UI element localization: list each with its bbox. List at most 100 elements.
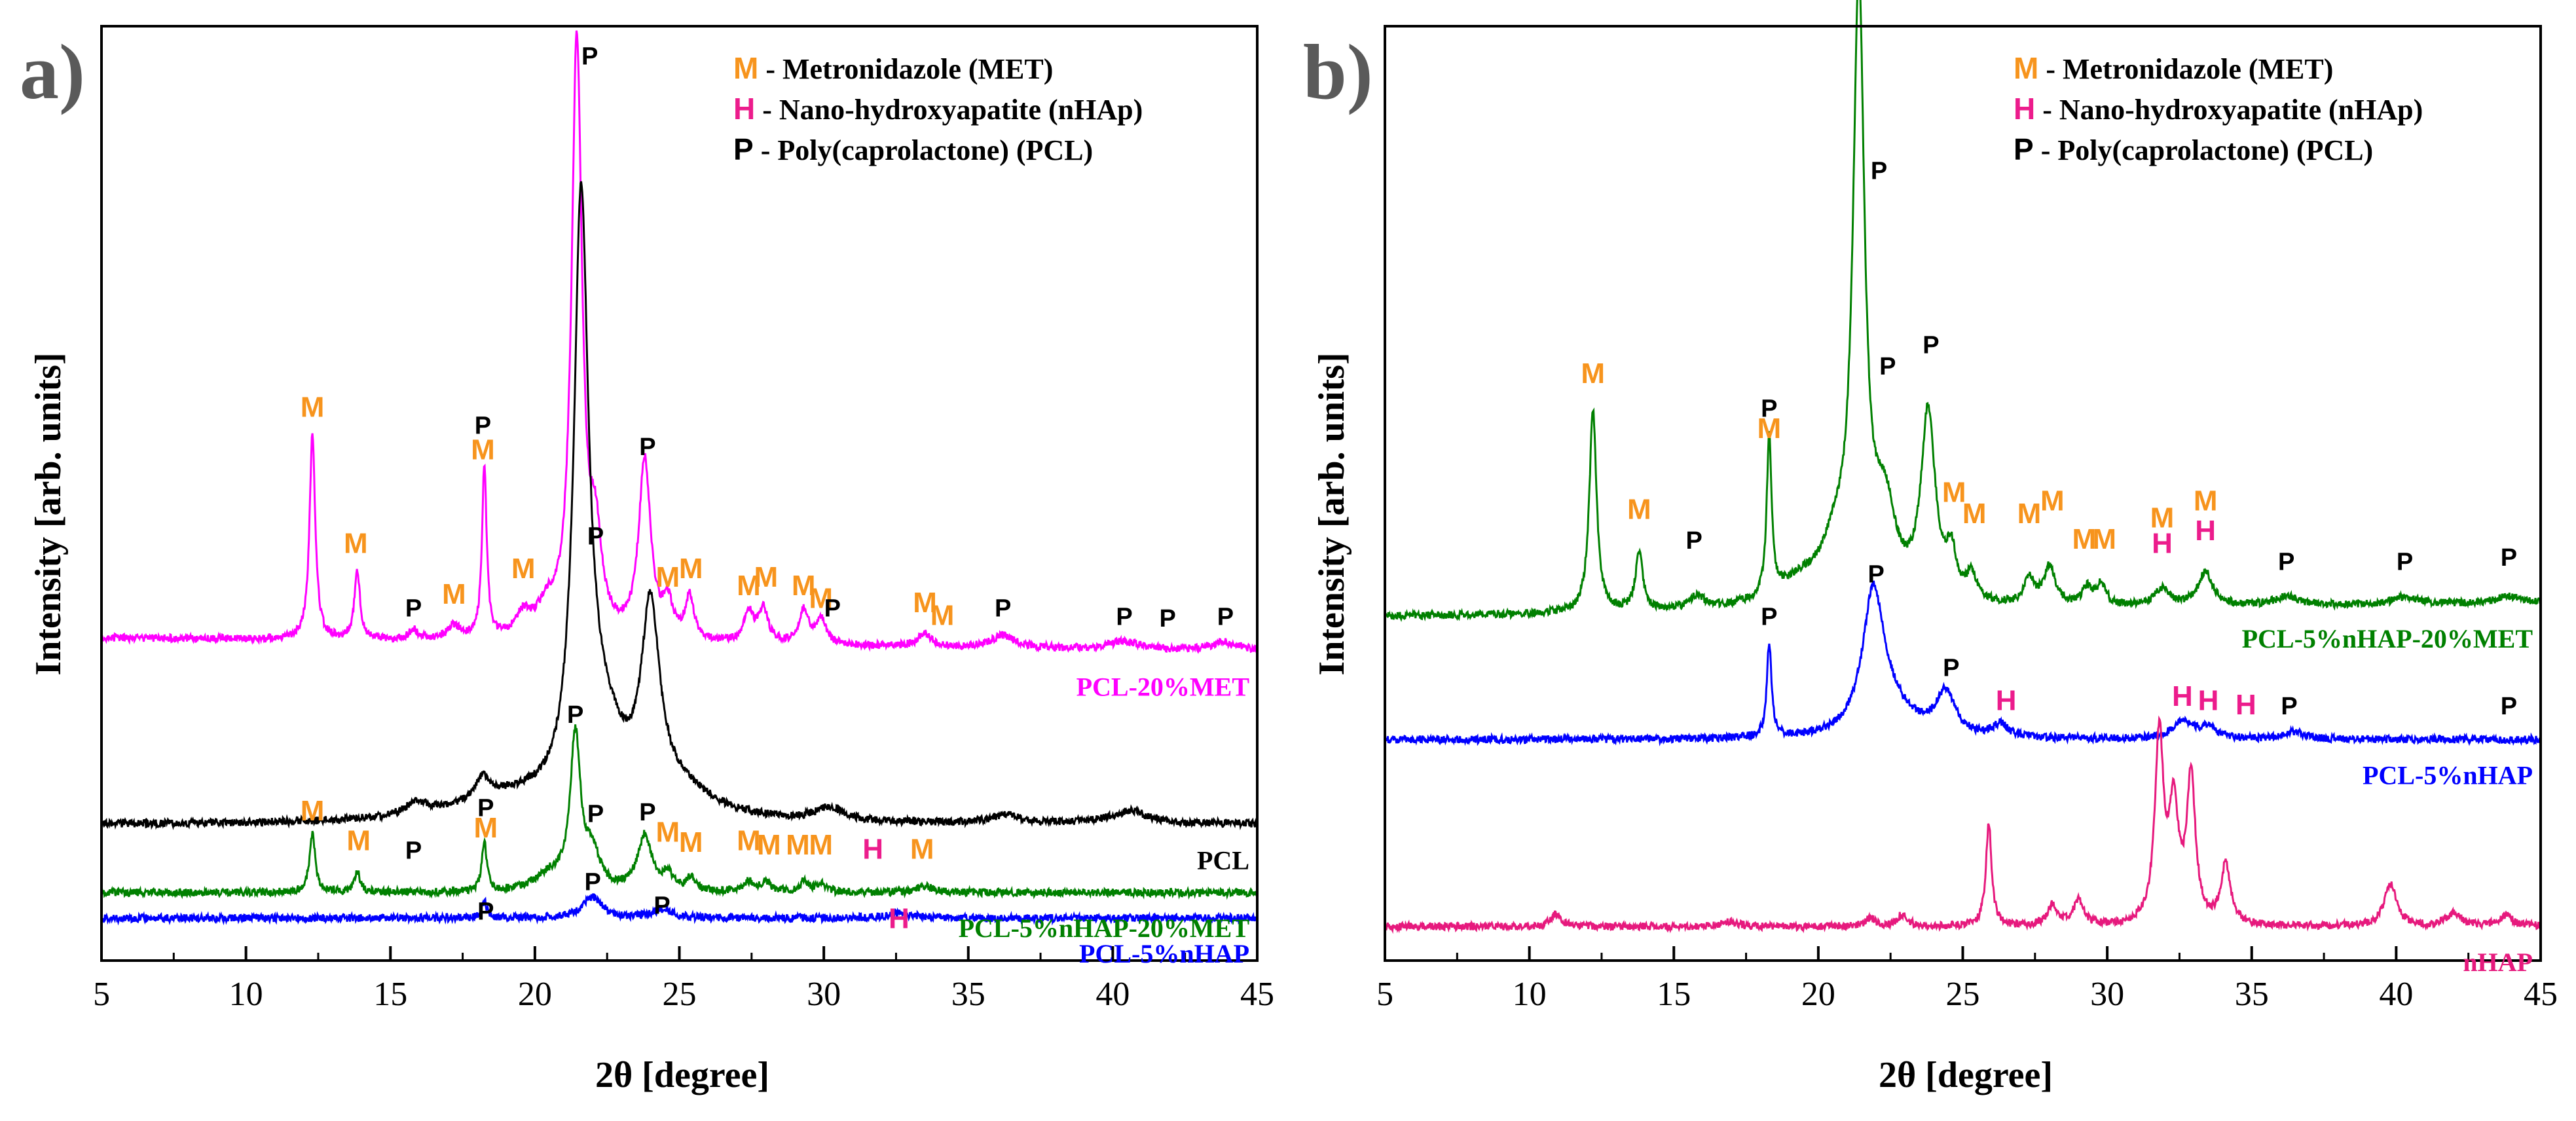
peak-label-p: P <box>587 801 604 828</box>
peak-label-m: M <box>792 570 816 602</box>
x-tick-label: 10 <box>229 976 263 1013</box>
x-tick-label: 10 <box>1513 976 1547 1013</box>
series-line-pcl-5-nhap-20-met <box>100 724 1258 900</box>
peak-label-m: M <box>737 570 761 602</box>
peak-label-m: M <box>346 824 371 856</box>
peak-label-m: M <box>1757 413 1782 445</box>
peak-label-p: P <box>639 799 655 826</box>
peak-label-m: M <box>679 826 703 858</box>
series-line-pcl-5-nhap-20-met <box>1384 0 2542 622</box>
peak-label-m: M <box>1962 498 1987 530</box>
x-tick-label: 35 <box>951 976 985 1013</box>
panel-a-xlabel: 2θ [degree] <box>595 1055 769 1095</box>
peak-label-m: M <box>1942 476 1966 508</box>
peak-label-p: P <box>587 523 604 550</box>
peak-label-m: M <box>442 578 466 610</box>
peak-label-p: P <box>2501 544 2517 572</box>
panel-b-plot: 5 10 15 20 25 30 35 40 45 PCL-5%nHAP-20%MET PCL-5%… <box>1376 0 2558 1013</box>
x-tick-label: 45 <box>1240 976 1274 1013</box>
x-tick-label: 25 <box>663 976 697 1013</box>
series-label: PCL-5%nHAP <box>2363 761 2533 790</box>
peak-label-p: P <box>405 837 422 864</box>
legend-entry: H - Nano-hydroxyapatite (nHAp) <box>2014 92 2423 126</box>
legend-entry: M - Metronidazole (MET) <box>733 51 1053 85</box>
panel-a-ylabel: Intensity [arb. units] <box>28 352 69 675</box>
legend-text: - Poly(caprolactone) (PCL) <box>754 134 1094 166</box>
peak-label-h: H <box>2236 689 2256 721</box>
peak-label-m: M <box>809 583 833 615</box>
peak-label-p: P <box>1685 527 1702 555</box>
legend-text: - Metronidazole (MET) <box>758 53 1053 85</box>
peak-label-m: M <box>1627 493 1651 525</box>
peak-label-m: M <box>809 829 833 861</box>
peak-label-m: M <box>471 434 495 466</box>
peak-label-p: P <box>1761 604 1777 631</box>
x-tick-label: 35 <box>2235 976 2269 1013</box>
peak-label-h: H <box>2195 515 2216 547</box>
x-tick-label: 30 <box>2090 976 2124 1013</box>
peak-label-p: P <box>2281 693 2297 720</box>
peak-label-p: P <box>475 413 491 440</box>
peak-label-m: M <box>2040 485 2065 517</box>
x-tick-label: 45 <box>2524 976 2558 1013</box>
peak-label-p: P <box>477 794 494 822</box>
peak-label-p: P <box>1868 561 1884 589</box>
peak-label-m: M <box>786 829 810 861</box>
legend-text: - Nano-hydroxyapatite (nHAp) <box>2035 94 2423 126</box>
peak-label-p: P <box>1943 654 1959 682</box>
peak-label-p: P <box>2501 693 2517 720</box>
series-label: PCL <box>1197 845 1249 875</box>
peak-label-m: M <box>2194 485 2218 517</box>
x-tick-label: 40 <box>1095 976 1130 1013</box>
x-tick-label: 20 <box>518 976 552 1013</box>
panel-b-ylabel: Intensity [arb. units] <box>1312 352 1352 675</box>
peak-label-p: P <box>824 595 841 623</box>
peak-label-m: M <box>930 600 955 632</box>
peak-label-p: P <box>2397 548 2413 576</box>
peak-label-p: P <box>405 595 422 623</box>
panel-b-letter: b) <box>1303 28 1373 115</box>
peak-label-m: M <box>2017 498 2042 530</box>
x-tick-label: 5 <box>93 976 110 1013</box>
legend-entry: P - Poly(caprolactone) (PCL) <box>2014 132 2373 166</box>
peak-label-h: H <box>2152 527 2173 559</box>
peak-label-p: P <box>1761 395 1777 423</box>
peak-label-p: P <box>567 701 583 729</box>
peak-label-m: M <box>301 795 325 827</box>
legend-symbol: P <box>733 132 754 166</box>
x-tick-label: 15 <box>373 976 407 1013</box>
peak-label-p: P <box>581 43 598 70</box>
peak-label-p: P <box>1217 604 1234 631</box>
panel-b: b) 5 10 15 20 25 30 35 40 45 PCL-5%nHAP-20%MET PCL… <box>1303 0 2558 1095</box>
x-tick-label: 25 <box>1946 976 1980 1013</box>
peak-label-m: M <box>2072 523 2096 555</box>
legend-entry: H - Nano-hydroxyapatite (nHAp) <box>733 92 1143 126</box>
panel-a-plot: 5 10 15 20 25 30 35 40 45 PCL-20%MET PCL PCL-5%nHAP… <box>93 25 1274 1013</box>
panel-a-letter: a) <box>20 28 85 115</box>
series-line-pcl <box>100 181 1259 831</box>
legend-text: - Nano-hydroxyapatite (nHAp) <box>755 94 1143 126</box>
peak-label-p: P <box>1879 353 1896 380</box>
panel-a: a) 5 10 15 20 25 30 35 40 45 PCL-20%MET PCL PCL-5%n… <box>20 25 1274 1095</box>
x-tick-label: 5 <box>1376 976 1393 1013</box>
legend-symbol: M <box>733 51 758 85</box>
peak-label-m: M <box>511 553 536 585</box>
x-tick-label: 40 <box>2379 976 2413 1013</box>
series-line-nhap <box>1384 715 2542 934</box>
peak-label-h: H <box>2172 680 2193 712</box>
series-label: PCL-5%nHAP-20%MET <box>959 913 1250 943</box>
peak-label-h: H <box>1996 684 2017 716</box>
legend-entry: P - Poly(caprolactone) (PCL) <box>733 132 1093 166</box>
peak-label-m: M <box>913 587 937 619</box>
peak-label-m: M <box>301 392 325 424</box>
peak-label-p: P <box>1871 158 1887 185</box>
peak-label-h: H <box>889 903 910 935</box>
x-tick-label: 30 <box>807 976 841 1013</box>
peak-label-h: H <box>862 833 883 865</box>
peak-label-m: M <box>656 561 680 593</box>
peak-label-p: P <box>2278 548 2294 576</box>
peak-label-p: P <box>1160 605 1176 633</box>
peak-label-m: M <box>2150 502 2175 534</box>
series-label: nHAP <box>2463 947 2533 977</box>
peak-label-p: P <box>584 868 600 896</box>
